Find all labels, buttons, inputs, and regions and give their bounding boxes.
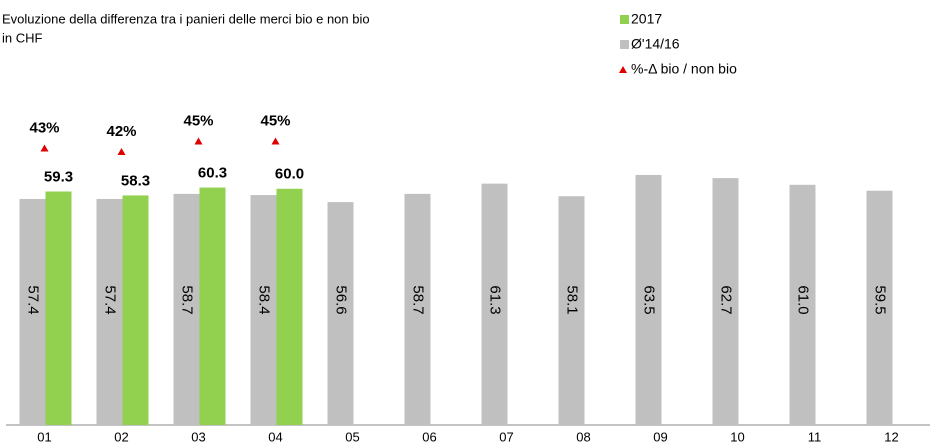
value-label: 61.3 — [487, 285, 504, 314]
bar — [276, 188, 303, 425]
bar — [404, 193, 431, 425]
x-tick-label: 01 — [37, 429, 51, 444]
x-tick-label: 11 — [808, 429, 822, 444]
legend-swatch — [620, 40, 629, 49]
x-tick-label: 09 — [653, 429, 667, 444]
value-label: 59.3 — [44, 168, 73, 185]
value-label: 58.3 — [121, 172, 150, 189]
x-tick-label: 10 — [730, 429, 744, 444]
bar — [789, 184, 816, 425]
x-tick-label: 07 — [499, 429, 513, 444]
value-label: 57.4 — [102, 285, 119, 314]
bar — [96, 198, 123, 425]
chart-title: Evoluzione della differenza tra i panier… — [2, 11, 370, 26]
value-label: 45% — [183, 112, 213, 129]
x-tick-label: 03 — [191, 429, 205, 444]
legend-label: %-Δ bio / non bio — [631, 61, 737, 77]
bar — [199, 187, 226, 425]
bar — [635, 174, 662, 425]
value-label: 58.7 — [410, 285, 427, 314]
x-tick-label: 12 — [884, 429, 898, 444]
bar — [173, 193, 200, 425]
x-tick-label: 08 — [576, 429, 590, 444]
value-label: 59.5 — [872, 285, 889, 314]
bar — [866, 190, 893, 425]
x-tick-label: 04 — [268, 429, 282, 444]
value-label: 61.0 — [795, 285, 812, 314]
marker — [40, 144, 49, 152]
bar — [712, 178, 739, 425]
legend-label: Ø'14/16 — [631, 36, 680, 52]
bar — [122, 195, 149, 425]
x-tick-label: 02 — [114, 429, 128, 444]
value-label: 60.3 — [198, 165, 227, 182]
bar — [45, 191, 72, 425]
bar — [558, 196, 585, 425]
bar — [250, 195, 277, 425]
value-label: 43% — [29, 119, 59, 136]
value-label: 58.7 — [179, 285, 196, 314]
value-label: 58.4 — [256, 285, 273, 314]
bar — [327, 202, 354, 425]
value-label: 42% — [106, 123, 136, 140]
x-tick-label: 06 — [422, 429, 436, 444]
value-label: 57.4 — [25, 285, 42, 314]
bar — [19, 198, 46, 425]
value-label: 63.5 — [641, 285, 658, 314]
legend-label: 2017 — [631, 11, 662, 27]
legend-marker — [619, 66, 627, 73]
value-label: 56.6 — [333, 285, 350, 314]
value-label: 62.7 — [718, 285, 735, 314]
bar — [481, 183, 508, 425]
x-tick-label: 05 — [345, 429, 359, 444]
marker — [117, 148, 126, 155]
chart-subtitle: in CHF — [2, 30, 43, 45]
value-label: 58.1 — [564, 285, 581, 314]
marker — [194, 137, 203, 145]
value-label: 45% — [260, 112, 290, 129]
value-label: 60.0 — [275, 166, 304, 183]
legend-swatch — [620, 15, 629, 24]
marker — [271, 137, 280, 145]
